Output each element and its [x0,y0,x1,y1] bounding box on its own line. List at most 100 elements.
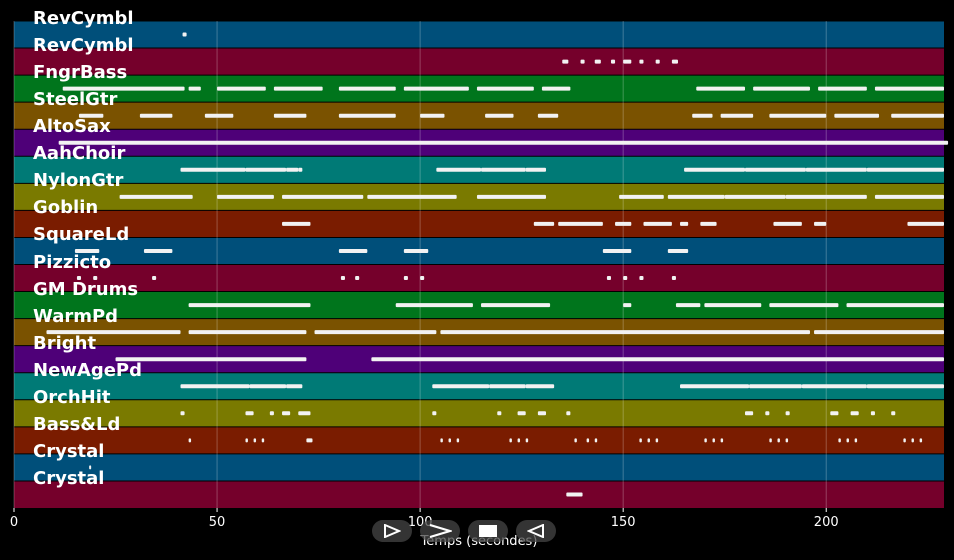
note [643,221,672,226]
note [436,167,482,172]
note [639,59,644,64]
note [919,438,923,443]
note [541,86,571,91]
note [282,221,311,226]
note [834,113,880,118]
note [403,248,429,253]
note [188,303,311,308]
note [355,276,360,281]
note [720,438,724,443]
note [700,221,717,226]
note [639,276,644,281]
note [769,438,772,443]
note [509,438,512,443]
note [432,384,490,389]
note [602,248,632,253]
note [204,113,234,118]
note [261,438,265,443]
note [62,86,185,91]
track-lane [14,264,944,292]
note [282,411,291,416]
play-button[interactable] [372,520,412,542]
note [432,411,437,416]
note [298,167,303,172]
note [866,384,944,389]
x-tick-label: 150 [610,515,636,530]
note [623,276,628,281]
note [440,330,810,335]
note [911,438,914,443]
stop-button[interactable] [468,520,508,542]
note [667,194,725,199]
note [180,411,185,416]
note [115,357,307,362]
track-lane [14,399,944,427]
note [481,167,526,172]
note [671,276,676,281]
note [720,113,754,118]
note [696,86,746,91]
note [562,59,569,64]
note [93,276,98,281]
note [525,384,555,389]
note [440,438,443,443]
note [580,59,585,64]
next-button[interactable] [420,520,460,542]
note [814,221,827,226]
note [558,221,603,226]
note [712,438,715,443]
note [420,113,445,118]
note [805,167,867,172]
note [692,113,713,118]
note [704,303,762,308]
note [249,384,287,389]
note [647,438,650,443]
note [371,357,945,362]
track-lane [14,453,944,481]
note [615,221,632,226]
note [286,167,299,172]
note [74,248,100,253]
note [671,59,678,64]
note [745,167,806,172]
note [533,221,555,226]
note [765,411,770,416]
note [448,438,451,443]
note [537,113,559,118]
note [891,411,896,416]
note [340,276,345,281]
note [838,438,841,443]
note [245,438,248,443]
note [217,86,266,91]
note [180,384,250,389]
note [874,194,944,199]
note [537,411,547,416]
note [306,438,313,443]
note [188,330,307,335]
note [338,113,396,118]
note [830,411,839,416]
note [566,492,583,497]
note [338,248,368,253]
track-lane [14,21,944,49]
note [485,113,514,118]
note [777,438,780,443]
note [814,330,944,335]
note [217,194,274,199]
next-icon [429,524,452,538]
stop-icon [479,525,497,537]
x-tick-label: 50 [208,515,226,530]
note [586,438,590,443]
note [680,384,750,389]
note [801,384,867,389]
note [269,411,274,416]
track-lane [14,48,944,76]
play-icon [384,524,401,538]
note [846,303,944,308]
note [785,438,789,443]
reverse-button[interactable] [516,520,556,542]
note [749,384,802,389]
note [89,465,92,470]
note [769,113,827,118]
